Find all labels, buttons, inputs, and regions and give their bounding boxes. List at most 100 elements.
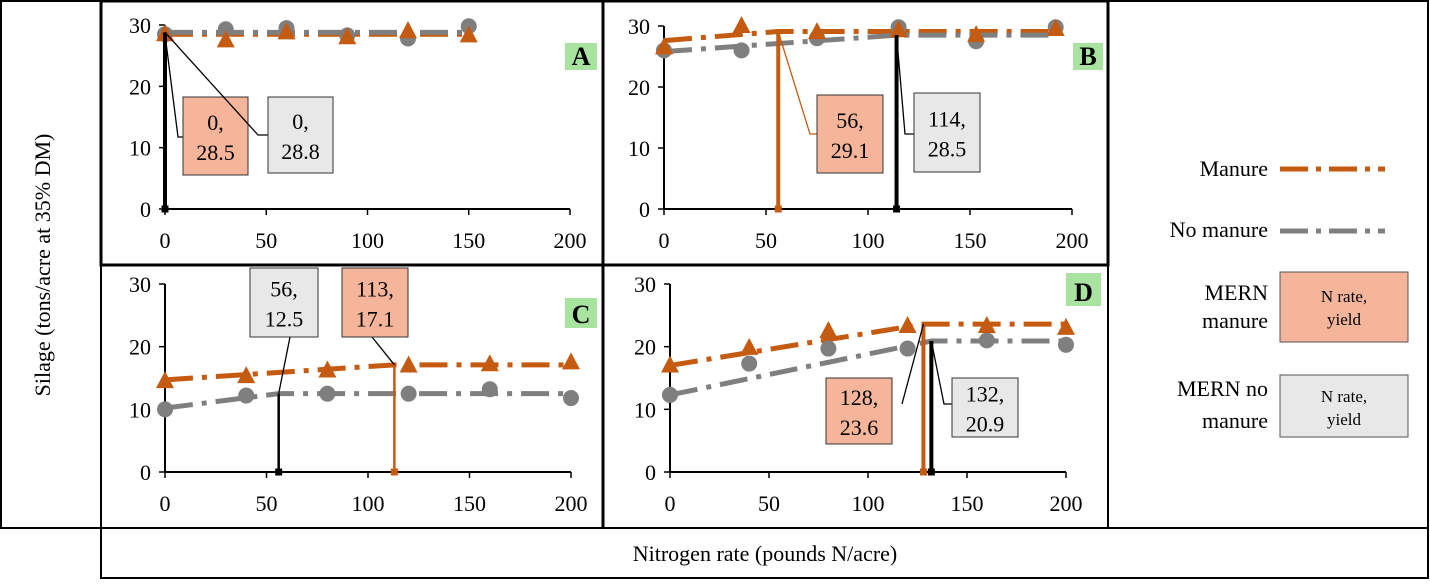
panel-A: 0 50 100 150 200 0 10 20 30 0, 28.5 0, 28.8 A: [129, 13, 597, 253]
data-point-no-manure: [662, 386, 678, 403]
mern-label-yield: 28.8: [281, 139, 320, 164]
x-tick-label: 50: [256, 491, 278, 516]
x-tick-label: 150: [954, 228, 987, 253]
legend-mern-no-manure-box: [1279, 374, 1409, 438]
mern-label-yield: 12.5: [265, 307, 304, 332]
mern-label-rate: 0,: [207, 110, 224, 135]
data-point-manure: [740, 337, 759, 355]
data-point-no-manure: [899, 340, 916, 357]
y-tick-label: 10: [628, 136, 650, 161]
mern-marker-no-manure: [161, 205, 169, 213]
data-point-no-manure: [1058, 336, 1074, 353]
mern-label-rate: 113,: [356, 277, 394, 302]
fit-line-manure: [669, 321, 1066, 368]
data-point-no-manure: [481, 381, 498, 398]
x-tick-label: 50: [255, 228, 277, 253]
y-tick-label: 0: [645, 460, 656, 485]
mern-label-box-manure: [816, 94, 884, 174]
data-point-manure: [819, 321, 838, 338]
mern-leader-line: [895, 35, 914, 135]
mern-label-box-no-manure: [913, 92, 981, 173]
mern-label-box-no-manure: [267, 96, 334, 174]
mern-label-box-manure: [825, 377, 893, 445]
mern-marker-manure: [774, 205, 782, 213]
data-point-no-manure: [400, 385, 417, 402]
x-tick-label: 200: [1050, 491, 1083, 516]
data-point-manure: [889, 20, 908, 38]
fit-line-manure: [164, 362, 571, 383]
y-tick-label: 30: [628, 14, 650, 39]
data-point-no-manure: [157, 401, 173, 418]
data-point-no-manure: [238, 387, 255, 404]
mern-label-yield: 28.5: [196, 140, 235, 165]
data-point-manure: [216, 30, 235, 48]
legend-mern-manure-label-1: MERN: [1204, 280, 1268, 305]
mern-label-yield: 23.6: [840, 415, 879, 440]
data-point-manure: [1046, 19, 1065, 37]
legend-mern-no-manure-label-1: MERN no: [1177, 376, 1268, 401]
x-tick-label: 200: [1056, 228, 1089, 253]
mern-marker-manure: [390, 468, 398, 476]
mern-leader-line: [164, 31, 268, 136]
mern-leader-line: [901, 323, 925, 405]
x-tick-label: 0: [659, 228, 670, 253]
mern-label-rate: 0,: [292, 109, 309, 134]
y-tick-label: 0: [140, 197, 151, 222]
mern-label-rate: 56,: [270, 277, 298, 302]
x-tick-label: 50: [755, 228, 777, 253]
legend-manure-label: Manure: [1200, 156, 1268, 181]
mern-leader-line: [371, 336, 395, 366]
x-tick-label: 0: [160, 228, 171, 253]
mern-label-box-no-manure: [951, 377, 1019, 438]
data-point-manure: [661, 355, 679, 373]
y-axis-label: Silage (tons/acre at 35% DM): [30, 134, 55, 397]
panel-badge: [565, 298, 597, 328]
data-point-manure: [399, 21, 417, 39]
y-tick-label: 20: [634, 335, 656, 360]
panel-badge: [565, 43, 597, 70]
data-point-manure: [967, 25, 986, 43]
x-tick-label: 0: [665, 491, 676, 516]
mern-label-yield: 17.1: [356, 307, 395, 332]
panel-C: 0 50 100 150 200 0 10 20 30 56, 12.5 113, 17.1 C: [129, 267, 597, 516]
y-tick-label: 10: [129, 136, 151, 161]
data-point-no-manure: [820, 340, 837, 357]
data-point-manure: [156, 371, 174, 389]
data-point-no-manure: [741, 355, 758, 372]
data-point-no-manure: [319, 385, 336, 402]
data-point-manure: [277, 22, 296, 40]
mern-label-rate: 56,: [836, 108, 864, 133]
mern-leader-line: [164, 34, 183, 138]
mern-label-yield: 20.9: [966, 412, 1005, 437]
x-tick-label: 50: [758, 491, 780, 516]
y-tick-label: 0: [639, 197, 650, 222]
y-tick-label: 20: [129, 335, 151, 360]
panel-badge: [1073, 43, 1103, 70]
data-point-manure: [459, 25, 478, 43]
y-tick-label: 20: [628, 75, 650, 100]
x-tick-label: 200: [555, 491, 588, 516]
x-tick-label: 150: [951, 491, 984, 516]
legend-no-manure-label: No manure: [1170, 217, 1268, 242]
panel-badge: [1066, 273, 1101, 306]
data-point-no-manure: [733, 42, 750, 59]
x-tick-label: 100: [352, 491, 385, 516]
x-tick-label: 150: [452, 228, 485, 253]
legend-mern-no-manure-box-text-2: yield: [1327, 410, 1361, 429]
y-tick-label: 10: [634, 397, 656, 422]
mern-leader-line: [930, 340, 952, 405]
data-point-manure: [399, 355, 418, 373]
mern-marker-manure: [919, 468, 927, 476]
x-tick-label: 200: [554, 228, 587, 253]
data-point-no-manure: [563, 390, 579, 407]
mern-leader-line: [278, 336, 291, 394]
mern-label-yield: 29.1: [831, 138, 870, 163]
x-tick-label: 100: [351, 228, 384, 253]
mern-label-box-manure: [341, 267, 409, 338]
panel-letter: C: [572, 300, 591, 329]
mern-marker-no-manure: [275, 468, 283, 476]
mern-label-rate: 128,: [840, 385, 879, 410]
data-point-manure: [338, 27, 357, 45]
data-point-manure: [562, 352, 580, 370]
